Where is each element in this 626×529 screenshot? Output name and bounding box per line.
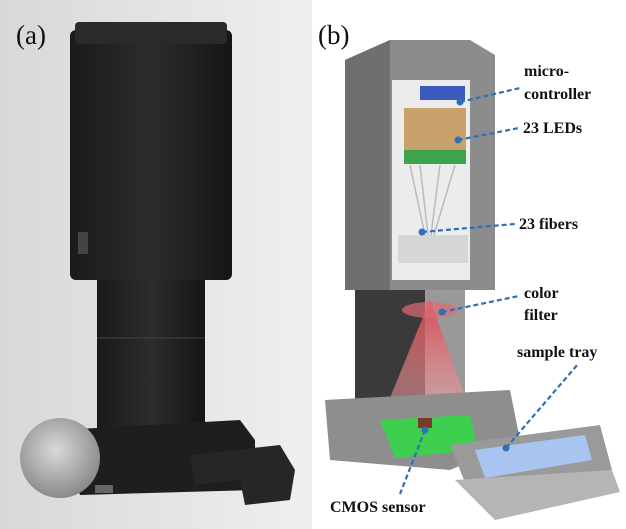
usb-port — [78, 232, 88, 254]
device-lid — [75, 22, 227, 44]
panel-label: (b) — [318, 20, 349, 50]
annotation: 23 LEDs — [523, 120, 582, 137]
leader-dot — [419, 229, 426, 236]
annotation: sample tray — [517, 344, 597, 361]
microcontroller-board — [420, 86, 465, 100]
leader-dot — [455, 137, 462, 144]
fiber-holder — [398, 235, 468, 263]
annotation: color — [524, 285, 559, 302]
panel-a: (a) — [0, 0, 312, 529]
device-tube — [97, 280, 205, 440]
panel-label: (a) — [16, 20, 46, 50]
coin — [20, 418, 100, 498]
annotation: filter — [524, 307, 558, 324]
annotation: CMOS sensor — [330, 499, 426, 516]
base-port — [95, 485, 113, 493]
figure: (a) (b) micro- controller 23 LEDs 23 f — [0, 0, 626, 529]
annotation: micro- — [524, 63, 569, 80]
annotation: 23 fibers — [519, 216, 578, 233]
leader-dot — [457, 99, 464, 106]
device-box — [70, 30, 232, 280]
leader-dot — [422, 427, 429, 434]
leader-dot — [439, 309, 446, 316]
housing-side — [345, 40, 390, 290]
annotation: controller — [524, 86, 591, 103]
color-filter — [402, 302, 458, 318]
leader-dot — [503, 445, 510, 452]
led-board — [404, 150, 466, 164]
